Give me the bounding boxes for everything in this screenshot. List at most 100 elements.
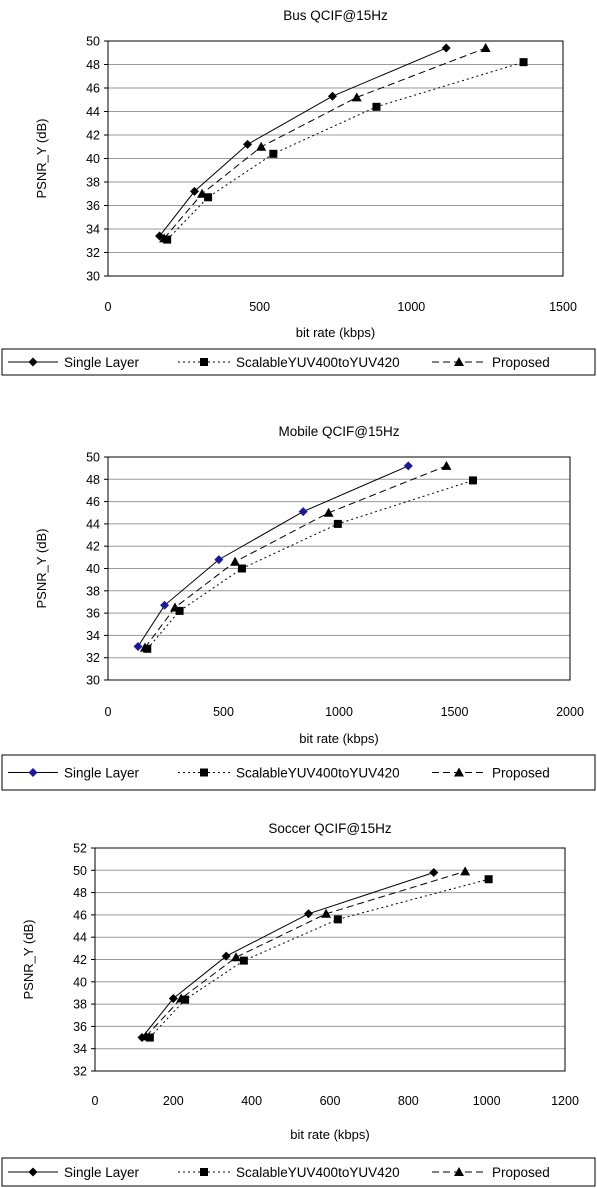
series-single-layer: [133, 461, 413, 652]
y-tick-label: 30: [86, 674, 100, 688]
x-tick-label: 0: [105, 300, 112, 314]
y-tick-label: 50: [86, 35, 100, 49]
data-point: [176, 993, 187, 1003]
data-point: [429, 868, 439, 878]
y-tick-label: 34: [86, 629, 100, 643]
data-point: [484, 875, 493, 884]
legend-label: ScalableYUV400toYUV420: [236, 1165, 400, 1180]
series-single-layer: [155, 43, 451, 241]
y-tick-label: 42: [86, 129, 100, 143]
data-point: [133, 642, 143, 652]
x-tick-label: 0: [105, 705, 112, 719]
legend: Single Layer ScalableYUV400toYUV420 Propos…: [1, 754, 596, 791]
series-line: [146, 479, 474, 650]
y-tick-label: 32: [73, 1065, 87, 1079]
series-line: [166, 61, 524, 240]
y-tick-label: 52: [73, 842, 87, 856]
y-tick-label: 38: [73, 998, 87, 1012]
y-tick-label: 48: [86, 58, 100, 72]
x-tick-label: 200: [163, 1094, 184, 1108]
y-tick-label: 32: [86, 651, 100, 665]
y-axis-label: PSNR_Y (dB): [34, 529, 49, 609]
x-axis-label: bit rate (kbps): [296, 325, 375, 340]
y-tick-label: 48: [73, 886, 87, 900]
y-axis-label: PSNR_Y (dB): [21, 920, 36, 1000]
series-proposed: [159, 43, 491, 243]
chart-title: Bus QCIF@15Hz: [283, 8, 388, 23]
legend-marker: [28, 1167, 38, 1177]
y-tick-label: 50: [73, 864, 87, 878]
x-tick-label: 1000: [325, 705, 353, 719]
series-line: [149, 878, 489, 1038]
data-point: [197, 188, 208, 198]
y-tick-label: 40: [73, 975, 87, 989]
y-tick-label: 44: [86, 105, 100, 119]
x-tick-label: 1500: [441, 705, 469, 719]
legend-label: Proposed: [492, 766, 550, 781]
y-tick-label: 32: [86, 246, 100, 260]
legend-marker: [454, 357, 464, 366]
legend-marker: [200, 768, 208, 777]
chart-3: Soccer QCIF@15Hz 32 34 36 38 40 42 44 46 48 50 52 0 2…: [1, 821, 596, 1187]
data-point: [333, 519, 342, 528]
data-point: [168, 994, 178, 1004]
y-tick-label: 42: [86, 540, 100, 554]
data-point: [139, 642, 150, 652]
y-tick-label: 38: [86, 176, 100, 190]
data-point: [214, 555, 224, 565]
y-tick-label: 38: [86, 584, 100, 598]
legend-box: [1, 1157, 596, 1187]
legend-marker: [28, 357, 38, 367]
series-line: [145, 870, 466, 1037]
data-point: [140, 1031, 151, 1041]
y-tick-label: 46: [86, 495, 100, 509]
legend-marker: [200, 358, 208, 366]
x-tick-label: 1500: [549, 300, 577, 314]
legend-marker: [454, 1167, 464, 1176]
series-single-layer: [137, 868, 439, 1043]
series-proposed: [140, 866, 471, 1041]
chart-title: Mobile QCIF@15Hz: [279, 424, 400, 439]
data-point: [323, 507, 334, 517]
data-point: [468, 476, 477, 485]
data-point: [269, 149, 278, 158]
y-tick-label: 44: [86, 517, 100, 531]
x-tick-label: 1000: [473, 1094, 501, 1108]
legend-marker: [454, 767, 464, 777]
data-point: [327, 91, 337, 101]
x-tick-label: 500: [213, 705, 234, 719]
data-point: [441, 460, 452, 470]
x-axis-label: bit rate (kbps): [299, 731, 378, 746]
y-axis-label: PSNR_Y (dB): [34, 119, 49, 199]
data-point: [231, 952, 241, 962]
series-line: [163, 47, 486, 239]
data-point: [519, 58, 528, 67]
legend-label: ScalableYUV400toYUV420: [236, 766, 400, 781]
y-tick-label: 36: [86, 199, 100, 213]
y-tick-label: 50: [86, 451, 100, 465]
data-point: [237, 564, 246, 573]
series-scalableyuv400toyuv420: [163, 58, 528, 244]
legend-label: ScalableYUV400toYUV420: [236, 355, 400, 370]
data-point: [160, 600, 170, 610]
legend-box: [1, 754, 596, 791]
data-point: [351, 92, 362, 102]
x-axis-label: bit rate (kbps): [290, 1127, 369, 1142]
legend-marker: [28, 768, 38, 777]
series-scalableyuv400toyuv420: [143, 476, 477, 653]
data-point: [256, 141, 267, 151]
y-tick-label: 34: [73, 1042, 87, 1056]
series-line: [144, 465, 447, 648]
data-point: [321, 908, 332, 918]
y-tick-label: 34: [86, 223, 100, 237]
y-tick-label: 46: [73, 908, 87, 922]
y-tick-label: 36: [86, 607, 100, 621]
data-point: [298, 507, 308, 517]
y-tick-label: 36: [73, 1020, 87, 1034]
data-point: [243, 139, 253, 149]
y-tick-label: 48: [86, 473, 100, 487]
y-tick-label: 40: [86, 152, 100, 166]
